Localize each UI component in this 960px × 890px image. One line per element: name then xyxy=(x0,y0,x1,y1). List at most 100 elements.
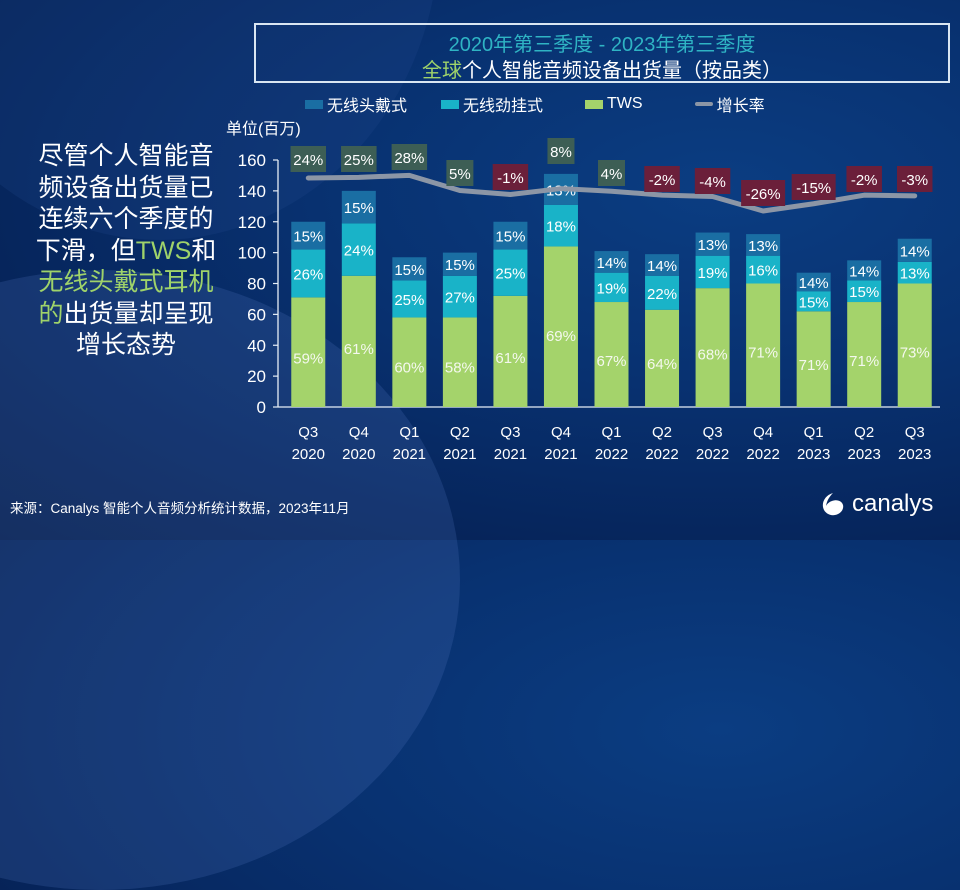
bar-segment xyxy=(645,275,680,310)
x-tick-label-quarter: Q3 xyxy=(298,424,318,441)
x-tick-label-year: 2022 xyxy=(696,446,729,463)
legend-label: 无线头戴式 xyxy=(327,98,408,115)
x-tick-label-year: 2023 xyxy=(797,446,830,463)
bar-segment xyxy=(594,302,629,407)
bar-data-label: 67% xyxy=(596,353,626,370)
bar-data-label: 15% xyxy=(293,229,323,246)
bar-segment xyxy=(291,221,326,250)
chart-legend: 无线头戴式 无线劲挂式 TWS 增长率 xyxy=(305,92,799,116)
bar-segment xyxy=(392,280,427,318)
bar-data-label: 15% xyxy=(394,262,424,279)
chart-title-highlight: 全球 xyxy=(422,60,462,82)
legend-swatch xyxy=(585,99,604,109)
chart-title-main: 全球个人智能音频设备出货量（按品类） xyxy=(256,54,948,83)
bar-segment xyxy=(493,249,528,296)
bar-data-label: 15% xyxy=(849,284,879,301)
chart-title-box: 2020年第三季度 - 2023年第三季度 全球个人智能音频设备出货量（按品类） xyxy=(254,23,950,83)
bar-segment xyxy=(442,252,477,276)
x-tick-label-quarter: Q2 xyxy=(652,424,672,441)
bar-data-label: 22% xyxy=(647,286,677,303)
bar-segment xyxy=(493,295,528,407)
bar-data-label: 59% xyxy=(293,351,323,368)
growth-label-box xyxy=(290,146,327,172)
bar-data-label: 14% xyxy=(596,255,626,272)
growth-label-box xyxy=(492,164,529,190)
y-tick-label: 120 xyxy=(238,213,266,232)
y-tick-label: 80 xyxy=(247,275,266,294)
bar-data-label: 13% xyxy=(748,238,778,255)
legend-label: TWS xyxy=(607,95,643,112)
x-tick-label-quarter: Q3 xyxy=(905,424,925,441)
x-tick-label-year: 2022 xyxy=(595,446,628,463)
y-tick-label: 40 xyxy=(247,336,266,355)
x-tick-label-quarter: Q2 xyxy=(854,424,874,441)
growth-data-label: 25% xyxy=(344,152,374,169)
x-tick-label-quarter: Q2 xyxy=(450,424,470,441)
commentary-tws: TWS xyxy=(135,236,192,265)
bar-data-label: 13% xyxy=(900,266,930,283)
commentary-headphones: 无线头戴式耳机的 xyxy=(38,268,214,328)
bar-segment xyxy=(392,257,427,281)
bar-segment xyxy=(746,283,781,407)
bar-segment xyxy=(543,246,578,407)
bar-segment xyxy=(847,280,882,303)
bar-data-label: 71% xyxy=(748,344,778,361)
x-tick-label-quarter: Q1 xyxy=(399,424,419,441)
canalys-logo: canalys xyxy=(820,490,933,518)
bar-data-label: 27% xyxy=(445,290,475,307)
x-tick-label-quarter: Q1 xyxy=(804,424,824,441)
growth-data-label: -4% xyxy=(699,174,726,191)
x-tick-label-year: 2021 xyxy=(494,446,527,463)
growth-data-label: -3% xyxy=(901,172,928,189)
x-tick-label-year: 2023 xyxy=(848,446,881,463)
bar-data-label: 25% xyxy=(495,266,525,283)
y-axis-label: 单位(百万) xyxy=(226,121,301,138)
x-tick-label-quarter: Q4 xyxy=(551,424,571,441)
bar-segment xyxy=(897,238,932,262)
bar-data-label: 73% xyxy=(900,344,930,361)
bar-segment xyxy=(341,190,376,224)
bar-segment xyxy=(695,232,730,256)
bar-segment xyxy=(442,275,477,318)
bar-segment xyxy=(291,297,326,407)
bar-segment xyxy=(796,311,831,407)
bar-data-label: 15% xyxy=(445,257,475,274)
bar-segment xyxy=(291,249,326,298)
growth-label-box xyxy=(341,146,377,172)
x-tick-label-year: 2020 xyxy=(342,446,375,463)
x-tick-label-year: 2021 xyxy=(393,446,426,463)
growth-data-label: 28% xyxy=(394,150,424,167)
growth-data-label: -1% xyxy=(497,170,524,187)
bar-segment xyxy=(645,309,680,407)
growth-label-box xyxy=(694,168,731,194)
growth-data-label: 8% xyxy=(550,144,572,161)
bar-segment xyxy=(392,317,427,407)
legend-swatch xyxy=(441,99,460,109)
bar-segment xyxy=(847,260,882,281)
legend-line xyxy=(694,102,713,106)
x-tick-label-year: 2022 xyxy=(746,446,779,463)
growth-data-label: -15% xyxy=(796,180,831,197)
legend-item-neckband: 无线劲挂式 xyxy=(441,92,543,116)
bar-data-label: 64% xyxy=(647,356,677,373)
x-tick-label-year: 2021 xyxy=(544,446,577,463)
growth-label-box xyxy=(741,180,786,206)
bar-segment xyxy=(543,204,578,247)
bar-segment xyxy=(746,255,781,284)
bar-data-label: 18% xyxy=(546,219,576,236)
source-note: 来源：Canalys 智能个人音频分析统计数据，2023年11月 xyxy=(10,501,350,516)
bar-segment xyxy=(645,254,680,276)
growth-data-label: -2% xyxy=(851,172,878,189)
y-tick-label: 60 xyxy=(247,305,266,324)
bar-data-label: 15% xyxy=(799,294,829,311)
bar-data-label: 19% xyxy=(596,280,626,297)
legend-label: 增长率 xyxy=(716,98,765,115)
growth-label-box xyxy=(391,144,428,170)
bar-data-label: 14% xyxy=(647,258,677,275)
bar-segment xyxy=(796,272,831,292)
x-tick-label-year: 2023 xyxy=(898,446,931,463)
bar-segment xyxy=(493,221,528,250)
x-tick-label-year: 2020 xyxy=(292,446,325,463)
bar-data-label: 15% xyxy=(344,200,374,217)
bar-data-label: 19% xyxy=(698,265,728,282)
